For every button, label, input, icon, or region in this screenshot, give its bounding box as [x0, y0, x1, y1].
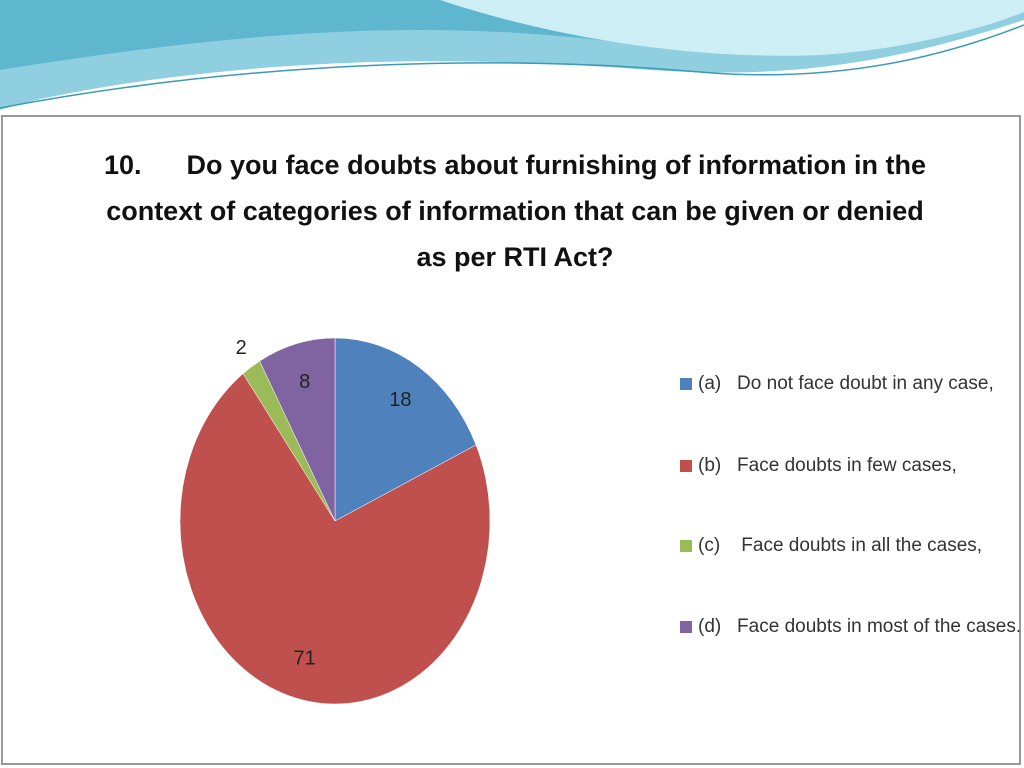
chart-frame [1, 115, 1021, 765]
header-line [0, 24, 1024, 109]
data-label: 2 [236, 337, 247, 359]
legend-label: (c) Face doubts in all the cases, [698, 535, 983, 556]
legend-swatch [680, 378, 692, 390]
legend-label: (a) Do not face doubt in any case, [698, 373, 994, 394]
data-label: 18 [389, 389, 411, 411]
legend-swatch [680, 460, 692, 472]
pie-slice [259, 337, 336, 522]
pie-slice [334, 337, 477, 522]
legend-label: (b) Face doubts in few cases, [698, 455, 957, 476]
legend-item: (b) Face doubts in few cases, [680, 450, 1023, 482]
legend-swatch [680, 540, 692, 552]
legend-swatch [680, 621, 692, 633]
legend-label: (d) Face doubts in most of the cases. [698, 616, 1022, 637]
chart-title: 10. Do you face doubts about furnishing … [104, 150, 934, 272]
legend-item: (a) Do not face doubt in any case, [680, 368, 1023, 400]
pie-slice [179, 373, 491, 705]
data-label: 71 [294, 647, 316, 669]
header-wave [440, 0, 1024, 56]
legend-item: (d) Face doubts in most of the cases. [680, 611, 1023, 643]
data-label: 8 [299, 371, 310, 393]
legend-item: (c) Face doubts in all the cases, [680, 530, 1023, 562]
